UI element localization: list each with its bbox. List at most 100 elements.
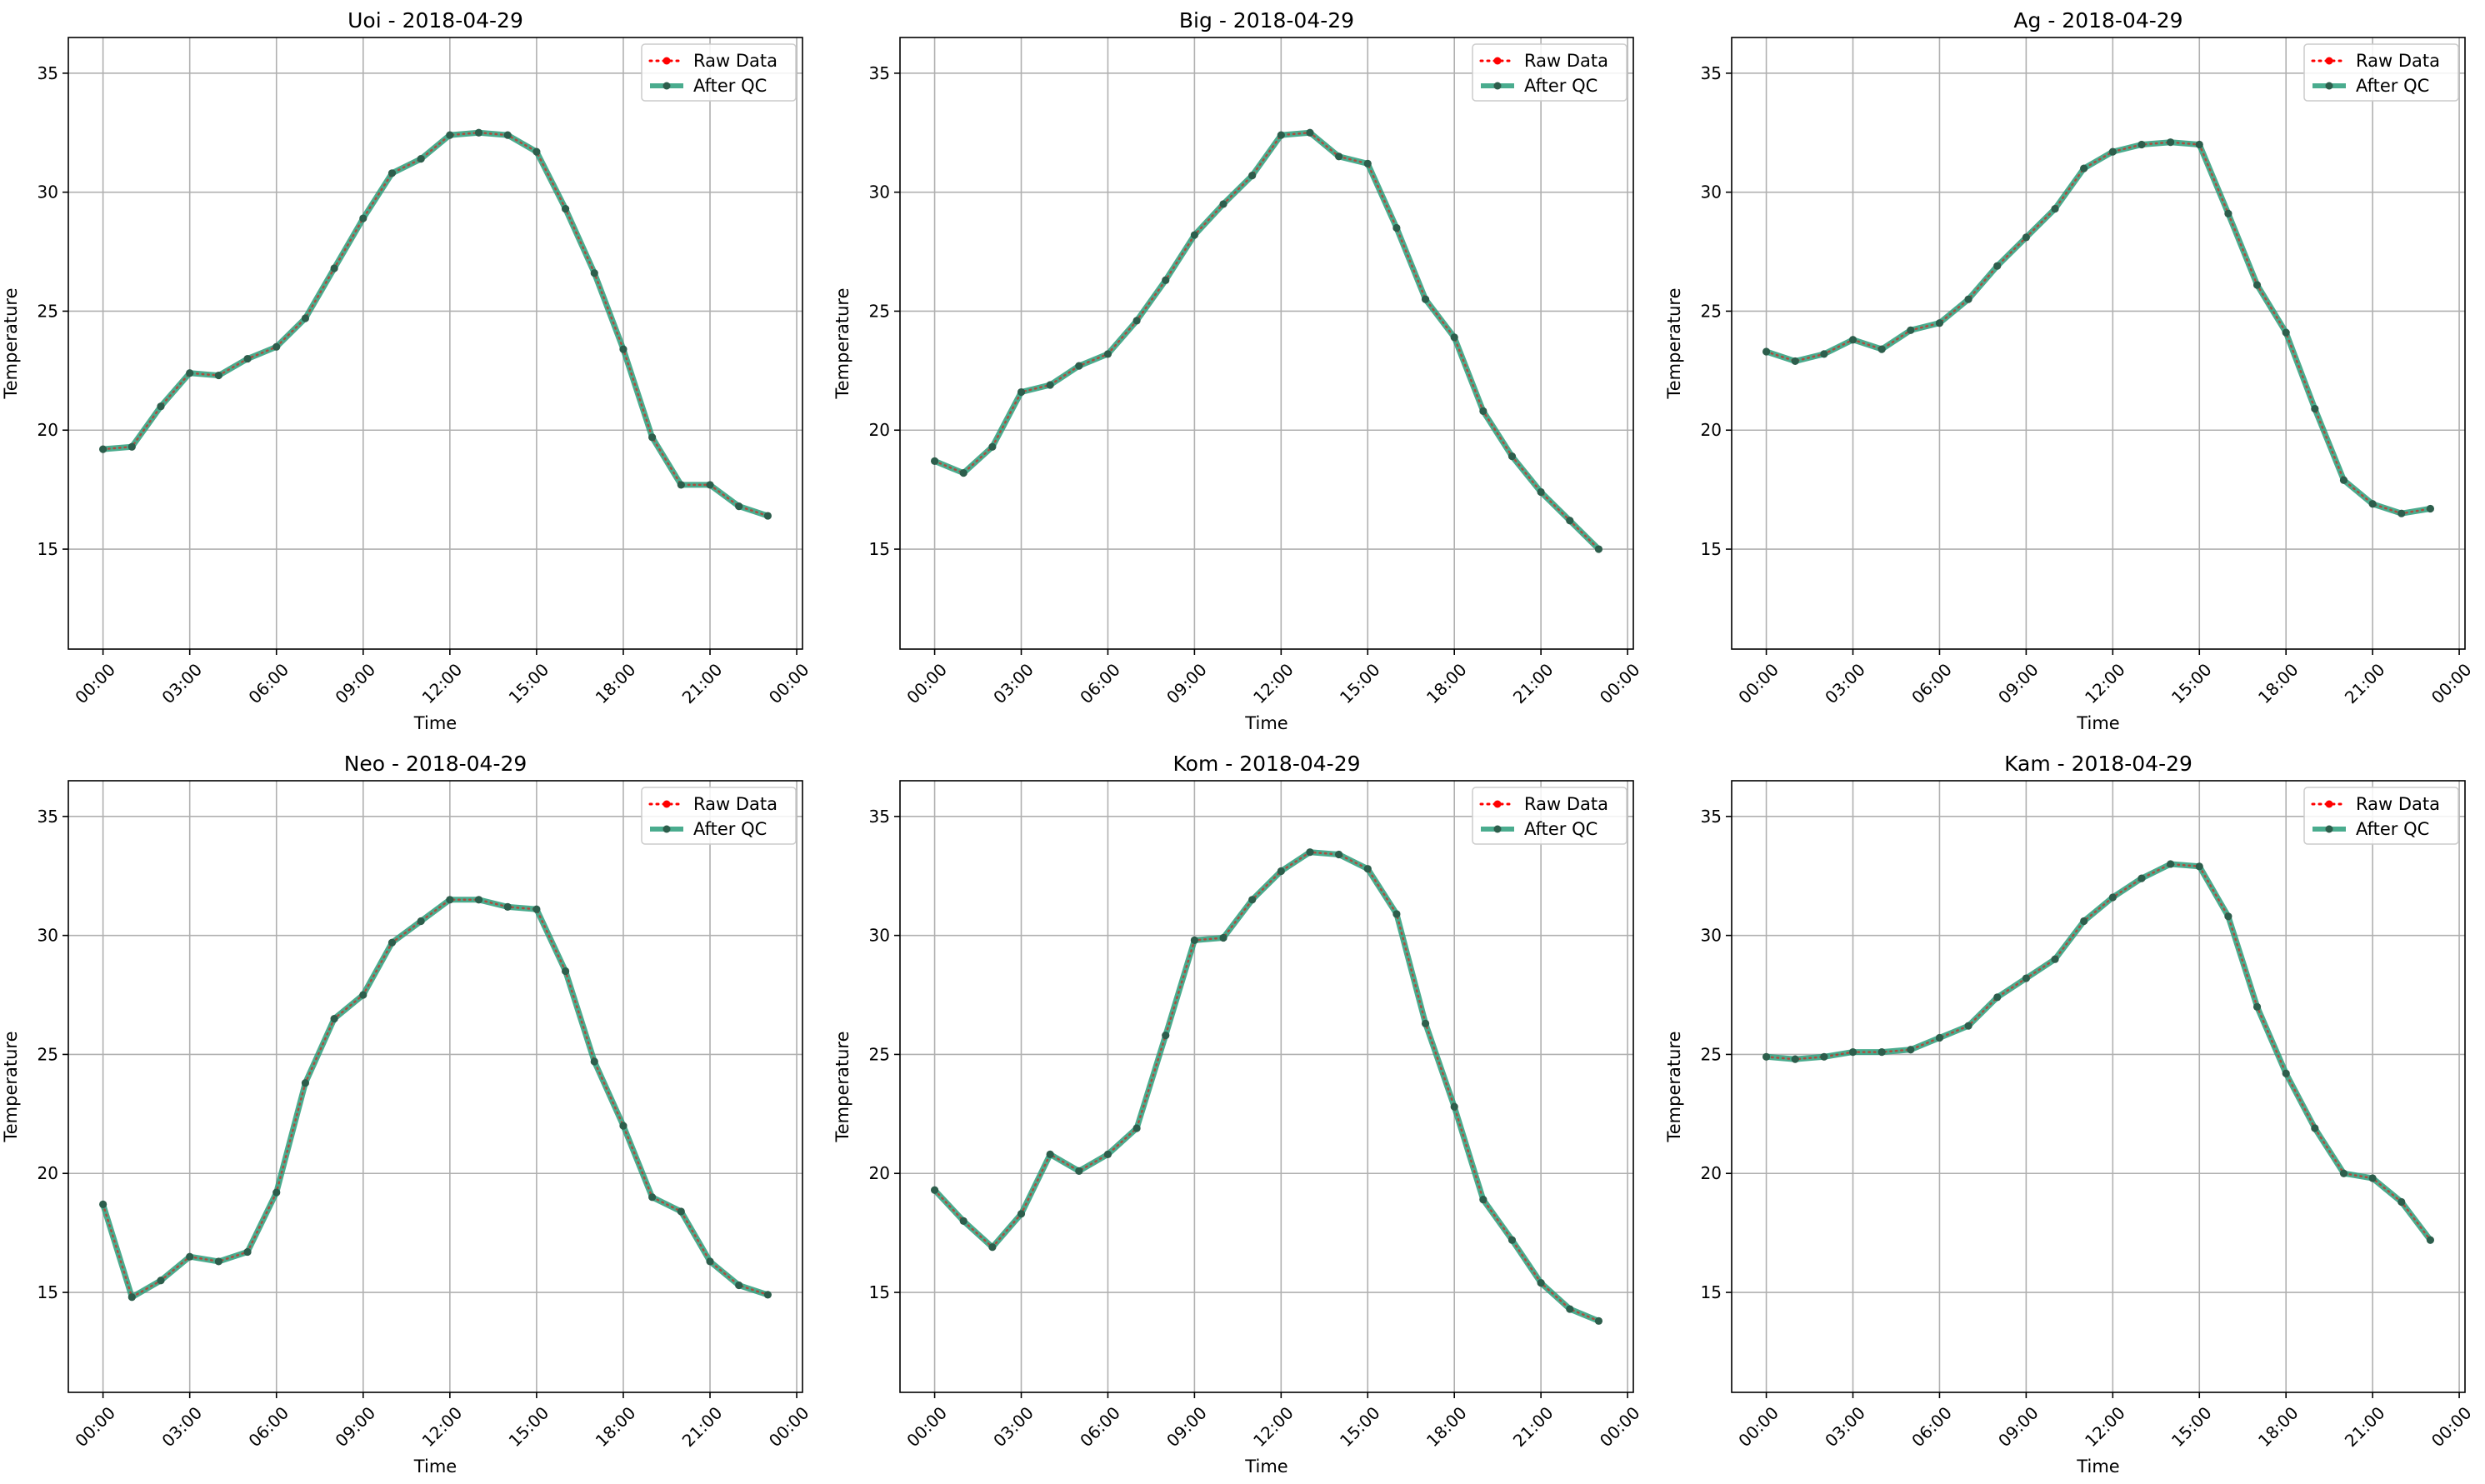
data-point xyxy=(735,1282,742,1289)
data-point xyxy=(359,991,367,998)
subplot-title: Kam - 2018-04-29 xyxy=(2004,752,2192,776)
data-point xyxy=(1306,129,1313,137)
x-tick-label: 06:00 xyxy=(244,1402,292,1451)
x-tick-label: 00:00 xyxy=(1734,1402,1782,1451)
x-tick-label: 09:00 xyxy=(1162,1402,1211,1451)
x-tick-label: 00:00 xyxy=(1596,659,1644,707)
x-axis-label: Time xyxy=(413,1457,457,1477)
legend-label-raw-data: Raw Data xyxy=(1524,794,1608,814)
legend: Raw Data After QC xyxy=(642,44,796,101)
x-tick-label: 06:00 xyxy=(1076,1402,1124,1451)
y-tick-label: 35 xyxy=(869,807,890,827)
data-point xyxy=(2398,1198,2405,1206)
legend-marker-after-qc xyxy=(1494,82,1502,90)
x-tick-label: 18:00 xyxy=(2254,1402,2302,1451)
y-tick-label: 30 xyxy=(38,182,58,202)
data-point xyxy=(562,967,569,975)
subplot-5: 152025303500:00 03:00 06:00 09:00 12:00 15:00… xyxy=(832,752,1644,1477)
x-axis-label: Time xyxy=(413,713,457,733)
data-point xyxy=(1132,317,1140,324)
data-point xyxy=(1392,910,1400,917)
data-point xyxy=(99,445,107,452)
data-point xyxy=(1595,1317,1602,1325)
data-point xyxy=(2427,1237,2434,1244)
data-point xyxy=(1162,1032,1169,1039)
x-tick-label: 00:00 xyxy=(902,1402,951,1451)
y-tick-label: 35 xyxy=(38,63,58,83)
legend-marker-raw-data xyxy=(1494,801,1502,808)
data-point xyxy=(157,1277,164,1284)
legend-label-after-qc: After QC xyxy=(2356,819,2429,839)
legend-label-raw-data: Raw Data xyxy=(693,794,778,814)
data-point xyxy=(1191,937,1198,944)
y-axis-label: Temperature xyxy=(1664,287,1684,399)
data-point xyxy=(1191,231,1198,238)
data-point xyxy=(2340,1170,2348,1177)
data-point xyxy=(678,1207,685,1215)
series-line-after-qc xyxy=(103,900,768,1297)
data-point xyxy=(1820,350,1828,357)
y-axis-label: Temperature xyxy=(1664,1031,1684,1142)
legend-label-raw-data: Raw Data xyxy=(2356,794,2440,814)
data-point xyxy=(1075,362,1082,370)
x-tick-label: 03:00 xyxy=(158,659,206,707)
data-point xyxy=(2022,974,2030,982)
y-tick-label: 30 xyxy=(1701,182,1722,202)
legend-marker-raw-data xyxy=(663,801,671,808)
y-tick-label: 30 xyxy=(869,182,890,202)
data-point xyxy=(2282,1070,2290,1077)
data-point xyxy=(99,1201,107,1208)
x-tick-label: 03:00 xyxy=(989,1402,1038,1451)
axes-frame xyxy=(68,781,802,1392)
legend-label-raw-data: Raw Data xyxy=(2356,51,2440,71)
data-point xyxy=(388,169,396,177)
data-point xyxy=(764,512,772,519)
data-point xyxy=(1964,296,1972,303)
data-point xyxy=(2109,147,2117,155)
data-point xyxy=(2138,874,2145,882)
y-tick-label: 15 xyxy=(1701,1282,1722,1302)
data-point xyxy=(272,1188,280,1196)
x-tick-label: 21:00 xyxy=(2341,659,2389,707)
y-tick-label: 30 xyxy=(38,926,58,946)
data-point xyxy=(1964,1022,1972,1030)
data-point xyxy=(302,314,309,322)
x-tick-label: 18:00 xyxy=(2254,659,2302,707)
subplot-title: Ag - 2018-04-29 xyxy=(2013,8,2182,32)
data-point xyxy=(1479,407,1487,415)
data-point xyxy=(2080,917,2088,925)
axes-frame xyxy=(68,37,802,649)
data-point xyxy=(157,402,164,410)
x-tick-label: 15:00 xyxy=(505,659,553,707)
x-tick-label: 06:00 xyxy=(244,659,292,707)
data-point xyxy=(302,1079,309,1087)
y-tick-label: 25 xyxy=(38,301,58,321)
data-point xyxy=(1392,224,1400,232)
series-line-after-qc xyxy=(935,132,1599,549)
x-tick-label: 18:00 xyxy=(1422,659,1471,707)
legend-marker-raw-data xyxy=(663,57,671,65)
x-tick-label: 00:00 xyxy=(1596,1402,1644,1451)
data-point xyxy=(1508,452,1516,460)
data-point xyxy=(931,1187,938,1194)
x-tick-label: 00:00 xyxy=(902,659,951,707)
axes-frame xyxy=(1732,781,2465,1392)
data-point xyxy=(418,155,425,162)
x-tick-label: 00:00 xyxy=(2428,1402,2476,1451)
x-axis-label: Time xyxy=(1244,1457,1288,1477)
data-point xyxy=(1878,1048,1886,1056)
legend-label-after-qc: After QC xyxy=(693,819,767,839)
y-tick-label: 15 xyxy=(869,539,890,559)
legend-marker-raw-data xyxy=(2326,57,2333,65)
x-tick-label: 21:00 xyxy=(1509,1402,1558,1451)
data-point xyxy=(2253,1003,2261,1011)
data-point xyxy=(475,896,482,903)
legend-label-raw-data: Raw Data xyxy=(1524,51,1608,71)
y-tick-label: 25 xyxy=(869,301,890,321)
data-point xyxy=(1878,346,1886,353)
x-tick-label: 06:00 xyxy=(1908,1402,1956,1451)
data-point xyxy=(1820,1053,1828,1061)
data-point xyxy=(1047,1151,1054,1158)
data-point xyxy=(1162,277,1169,284)
